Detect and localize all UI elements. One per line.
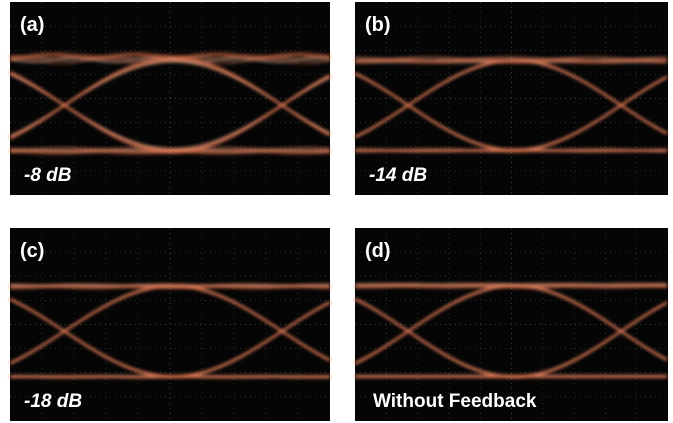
eye-panel: (a) -8 dB <box>9 2 331 195</box>
eye-traces <box>9 52 331 155</box>
trace <box>354 72 668 151</box>
eye-traces <box>354 282 668 379</box>
panel-label: (d) <box>365 240 391 262</box>
eye-traces <box>9 283 331 379</box>
trace <box>354 297 668 379</box>
trace <box>9 148 331 153</box>
panel-caption: -18 dB <box>24 391 82 412</box>
trace <box>9 284 331 365</box>
panel-label: (c) <box>20 240 44 262</box>
eye-panel: (b) -14 dB <box>354 2 668 195</box>
trace <box>9 70 331 155</box>
trace <box>354 59 668 138</box>
panel-label: (b) <box>365 14 391 36</box>
panel-caption: -8 dB <box>24 165 72 186</box>
panel-caption: Without Feedback <box>373 391 537 412</box>
trace <box>9 298 331 378</box>
trace <box>9 56 331 140</box>
trace <box>354 55 668 60</box>
trace <box>9 284 331 289</box>
eye-panel: (c) -18 dB <box>9 228 331 421</box>
eye-panel: (d) Without Feedback <box>354 228 668 421</box>
trace <box>9 52 331 59</box>
eye-traces <box>354 55 668 154</box>
panel-caption: -14 dB <box>369 165 427 186</box>
trace <box>9 57 331 64</box>
trace <box>354 284 668 365</box>
panel-label: (a) <box>20 14 44 36</box>
